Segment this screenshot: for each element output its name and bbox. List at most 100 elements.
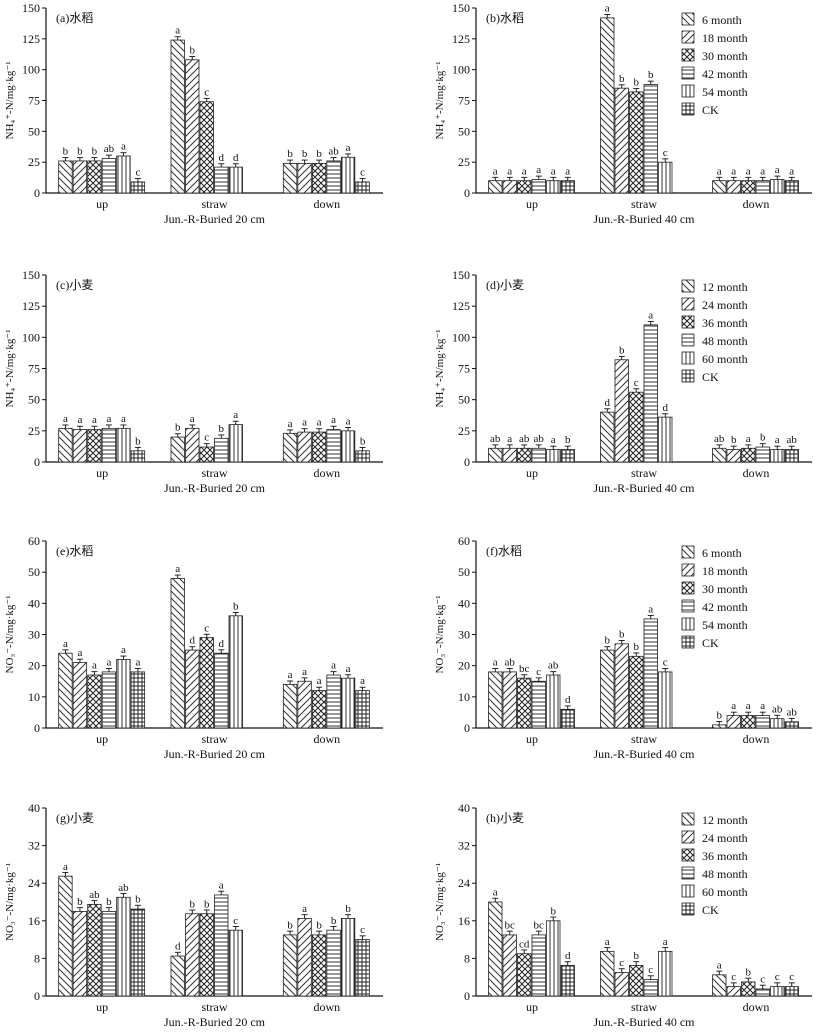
y-tick-label: 10 [458, 690, 470, 704]
significance-label: ab [490, 433, 501, 445]
significance-label: c [536, 666, 541, 678]
significance-label: a [92, 414, 97, 426]
significance-label: bc [519, 663, 530, 675]
significance-label: d [175, 941, 181, 953]
legend-label: 6 month [702, 546, 742, 560]
significance-label: b [619, 344, 625, 356]
significance-label: a [175, 25, 180, 37]
significance-label: c [775, 971, 780, 983]
significance-label: a [331, 660, 336, 672]
bar [101, 911, 117, 997]
legend-swatch [681, 635, 695, 649]
significance-label: a [288, 418, 293, 430]
y-axis-label: NO₃⁻-N/mg·kg⁻¹ [434, 863, 446, 941]
significance-label: b [302, 148, 308, 160]
significance-label: b [287, 920, 293, 932]
bar [72, 429, 88, 463]
bar [340, 430, 356, 463]
legend-label: 18 month [702, 31, 748, 45]
y-tick-label: 150 [452, 1, 470, 15]
x-axis-label: Jun.-R-Buried 40 cm [594, 481, 696, 495]
y-tick-label: 50 [458, 565, 470, 579]
significance-label: d [605, 397, 611, 409]
significance-label: b [331, 915, 337, 927]
significance-label: d [219, 152, 225, 164]
significance-label: b [63, 146, 69, 158]
bar [517, 180, 532, 194]
y-tick-label: 100 [22, 63, 40, 77]
bar [170, 955, 185, 997]
significance-label: ab [787, 434, 798, 446]
bar [355, 690, 370, 729]
y-tick-label: 0 [34, 989, 40, 1003]
legend-label: 54 month [702, 618, 748, 632]
bar [726, 986, 741, 997]
bar [517, 953, 532, 997]
legend-swatch [681, 297, 695, 311]
significance-label: a [121, 413, 126, 425]
y-tick-label: 32 [458, 839, 470, 853]
significance-label: b [746, 967, 752, 979]
legend-swatch [681, 563, 695, 577]
significance-label: a [317, 417, 322, 429]
y-tick-label: 150 [22, 1, 40, 15]
x-tick-label: down [743, 1000, 770, 1014]
legend-swatch [681, 812, 695, 826]
significance-label: a [219, 880, 224, 892]
legend-label: 60 month [702, 352, 748, 366]
panel-label: (h)小麦 [486, 811, 524, 825]
significance-label: ab [534, 433, 545, 445]
legend-label: 6 month [702, 13, 742, 27]
significance-label: a [760, 700, 765, 712]
y-tick-label: 40 [458, 801, 470, 815]
bar [228, 166, 243, 194]
panel-label: (a)水稻 [56, 11, 93, 25]
y-tick-label: 0 [464, 989, 470, 1003]
y-tick-label: 0 [34, 186, 40, 200]
significance-label: ab [714, 433, 725, 445]
legend-swatch [681, 66, 695, 80]
significance-label: b [175, 422, 181, 434]
x-tick-label: straw [631, 1000, 657, 1014]
bar [502, 180, 517, 194]
y-tick-label: 16 [458, 914, 470, 928]
significance-label: c [663, 147, 668, 159]
bar [340, 677, 356, 729]
significance-label: a [663, 936, 668, 948]
y-tick-label: 75 [28, 94, 40, 108]
significance-label: a [507, 165, 512, 177]
bar [784, 721, 799, 729]
significance-label: a [331, 414, 336, 426]
significance-label: b [345, 903, 351, 915]
significance-label: b [605, 635, 611, 647]
bar [488, 447, 503, 463]
legend-label: 42 month [702, 67, 748, 81]
significance-label: a [360, 675, 365, 687]
significance-label: d [565, 694, 571, 706]
legend-swatch [681, 30, 695, 44]
significance-label: b [634, 77, 640, 89]
legend-label: 18 month [702, 564, 748, 578]
significance-label: a [63, 861, 68, 873]
significance-label: a [77, 414, 82, 426]
bar [228, 929, 243, 997]
legend-swatch [681, 12, 695, 26]
bar [600, 950, 615, 997]
bar [185, 913, 200, 997]
bar [311, 690, 327, 729]
bar [726, 449, 741, 463]
bar [185, 427, 200, 463]
y-tick-label: 150 [452, 268, 470, 282]
significance-label: a [302, 666, 307, 678]
legend-swatch [681, 866, 695, 880]
y-tick-label: 30 [28, 628, 40, 642]
y-tick-label: 0 [464, 721, 470, 735]
significance-label: ab [772, 703, 783, 715]
bar [130, 908, 146, 997]
bar [488, 901, 503, 997]
x-tick-label: straw [631, 466, 657, 480]
bar [87, 903, 102, 997]
x-tick-label: down [743, 732, 770, 746]
